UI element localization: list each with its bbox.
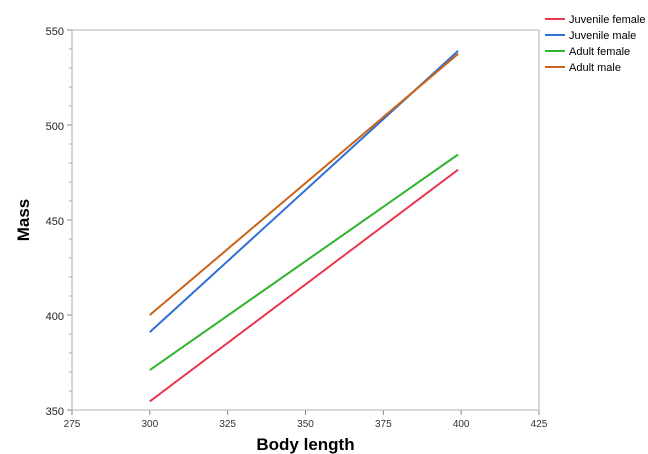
x-axis: 275 300 325 350 375 400 425: [64, 410, 548, 430]
series-line-adult-female: [149, 153, 459, 371]
x-tick-label-425: 425: [531, 419, 548, 430]
legend-label: Juvenile female: [569, 14, 645, 26]
legend-label: Adult male: [569, 62, 621, 74]
x-tick-label-350: 350: [297, 419, 314, 430]
y-tick-label-500: 500: [46, 121, 64, 133]
y-tick-label-400: 400: [46, 311, 64, 323]
legend: Juvenile female Juvenile male Adult female…: [545, 14, 645, 74]
legend-item-juvenile-female: Juvenile female: [545, 14, 645, 26]
y-axis: 350 400 450 500 550: [46, 26, 72, 418]
series-lines: [149, 50, 459, 403]
series-line-adult-male: [149, 53, 459, 316]
legend-label: Adult female: [569, 46, 630, 58]
y-axis-title: Mass: [14, 199, 33, 242]
x-tick-label-275: 275: [64, 419, 81, 430]
y-tick-label-450: 450: [46, 216, 64, 228]
x-tick-label-300: 300: [141, 419, 158, 430]
legend-item-juvenile-male: Juvenile male: [545, 30, 636, 42]
y-tick-label-350: 350: [46, 406, 64, 418]
legend-item-adult-female: Adult female: [545, 46, 630, 58]
legend-label: Juvenile male: [569, 30, 636, 42]
series-line-juvenile-female: [149, 168, 459, 403]
x-axis-title: Body length: [256, 435, 354, 454]
x-tick-label-325: 325: [219, 419, 236, 430]
legend-item-adult-male: Adult male: [545, 62, 621, 74]
x-tick-label-400: 400: [453, 419, 470, 430]
y-tick-label-550: 550: [46, 26, 64, 38]
plot-frame: [71, 29, 540, 411]
x-tick-label-375: 375: [375, 419, 392, 430]
